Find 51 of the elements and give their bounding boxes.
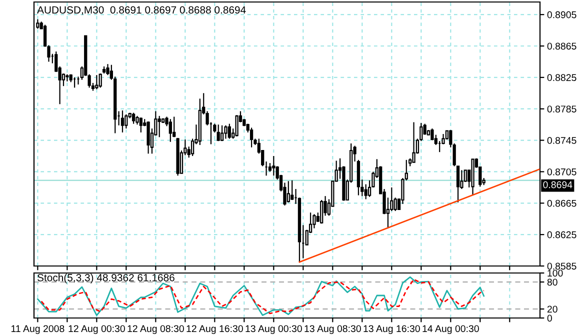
candlestick xyxy=(132,112,136,124)
candlestick xyxy=(95,74,98,90)
candlestick xyxy=(98,72,102,88)
y-tick-label: 20 xyxy=(547,306,558,313)
ref-line-label: 0.8694 xyxy=(543,181,572,188)
x-tick-label: 13 Aug 16:30 xyxy=(364,325,420,334)
x-tick-label: 13 Aug 00:30 xyxy=(246,325,302,334)
candlestick xyxy=(146,120,150,154)
candlestick xyxy=(286,180,290,203)
candlestick xyxy=(430,128,434,141)
candlestick xyxy=(412,122,416,163)
x-tick-label: 12 Aug 08:30 xyxy=(128,325,184,334)
y-tick-label: 0.8905 xyxy=(547,11,576,18)
y-tick-label: 0.8705 xyxy=(547,168,576,176)
x-tick-label: 11 Aug 2008 xyxy=(11,325,64,334)
candlestick xyxy=(106,64,110,76)
candlestick xyxy=(168,118,172,142)
candlestick xyxy=(364,184,368,200)
candlestick xyxy=(228,123,231,140)
y-tick-label: 0 xyxy=(547,314,552,322)
candlestick xyxy=(124,114,128,130)
x-tick-label: 14 Aug 00:30 xyxy=(422,325,479,334)
y-tick-label: 0.8665 xyxy=(547,200,576,207)
candlestick xyxy=(139,116,142,133)
y-tick-label: 100 xyxy=(548,270,563,277)
candlestick xyxy=(158,115,161,138)
candlestick xyxy=(172,116,176,138)
y-tick-label: 0.8785 xyxy=(547,106,576,112)
y-tick-label: 0.8585 xyxy=(547,262,576,270)
candlestick xyxy=(235,114,238,137)
y-tick-label: 0.8825 xyxy=(547,74,576,82)
candlestick xyxy=(224,124,228,140)
y-tick-label: 0.8625 xyxy=(547,231,576,238)
candlestick xyxy=(120,110,124,133)
x-tick-label: 12 Aug 00:30 xyxy=(68,325,125,334)
candlestick xyxy=(250,127,254,148)
candlestick xyxy=(290,180,294,201)
chart-title: Stoch(5,3,3) 48.9362 61.1686 xyxy=(38,274,174,284)
x-tick-label: 12 Aug 16:30 xyxy=(186,325,243,334)
y-tick-label: 0.8865 xyxy=(547,42,576,50)
candlestick xyxy=(220,124,224,142)
y-tick-label: 80 xyxy=(547,278,558,286)
chart-title: AUDUSD,M30 0.8691 0.8697 0.8688 0.8694 xyxy=(37,6,246,15)
candlestick xyxy=(312,214,316,229)
candlestick xyxy=(394,197,397,212)
candlestick xyxy=(320,199,324,224)
y-tick-label: 0.8745 xyxy=(547,137,576,144)
x-tick-label: 13 Aug 08:30 xyxy=(304,325,361,334)
candlestick xyxy=(88,74,91,88)
candlestick xyxy=(272,155,276,176)
candlestick xyxy=(216,124,220,142)
